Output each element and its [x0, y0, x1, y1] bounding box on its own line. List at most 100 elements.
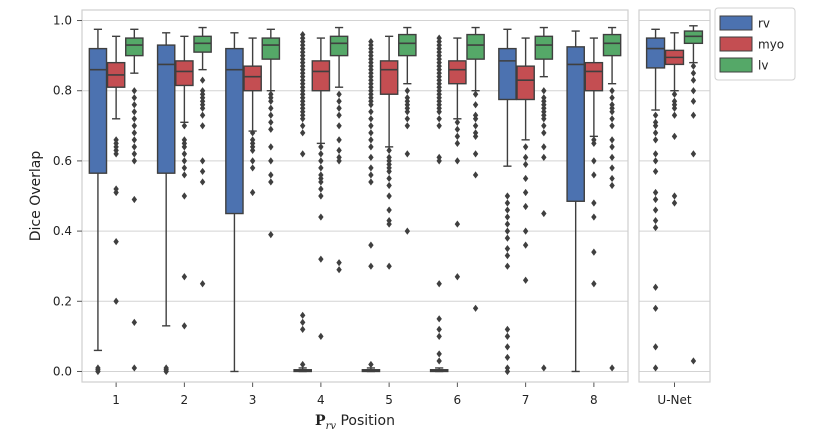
flier-lv	[199, 178, 206, 186]
category-group-2: 2	[156, 26, 212, 407]
flier-lv	[199, 76, 206, 84]
flier-lv	[131, 157, 138, 165]
flier-lv	[472, 132, 479, 140]
box-rv	[566, 46, 585, 202]
flier-myo	[181, 273, 188, 281]
flier-lv	[268, 157, 274, 165]
flier-rv	[504, 213, 511, 221]
flier-rv	[368, 143, 374, 151]
flier-rv	[436, 157, 442, 165]
flier-lv	[541, 87, 547, 95]
flier-lv	[131, 129, 138, 137]
flier-rv	[95, 364, 101, 372]
flier-myo	[181, 322, 188, 330]
panel-frame	[81, 9, 629, 383]
flier-rv	[436, 350, 442, 358]
flier-myo	[522, 153, 529, 161]
flier-myo	[671, 90, 678, 98]
flier-rv	[368, 101, 374, 109]
flier-lv	[336, 266, 342, 274]
flier-rv	[299, 325, 306, 333]
flier-lv	[336, 146, 342, 154]
flier-lv	[609, 181, 615, 190]
flier-myo	[386, 174, 392, 183]
flier-lv	[609, 115, 615, 123]
flier-rv	[652, 195, 659, 204]
flier-lv	[609, 136, 615, 144]
flier-lv	[199, 157, 206, 165]
flier-lv	[609, 364, 615, 372]
flier-lv	[268, 171, 274, 179]
flier-myo	[249, 146, 256, 154]
flier-rv	[299, 150, 306, 158]
flier-lv	[690, 69, 697, 77]
flier-lv	[336, 157, 342, 165]
flier-lv	[404, 122, 411, 130]
flier-lv	[690, 150, 697, 158]
box-myo	[584, 61, 604, 92]
y-axis-label: Dice Overlap	[28, 151, 44, 242]
flier-myo	[113, 297, 119, 305]
category-group-U-Net: U-Net	[645, 25, 704, 407]
flier-myo	[522, 202, 529, 211]
flier-lv	[541, 364, 547, 372]
y-tick-label: 0.4	[53, 224, 72, 238]
x-axis-label-subscript: rv	[326, 421, 337, 432]
flier-lv	[268, 143, 274, 151]
flier-rv	[368, 241, 374, 249]
flier-rv	[368, 178, 374, 186]
flier-lv	[541, 129, 547, 137]
flier-myo	[318, 213, 324, 221]
legend: rv myo lv	[714, 7, 796, 81]
flier-lv	[336, 97, 342, 105]
category-group-6: 6	[429, 26, 485, 407]
flier-rv	[368, 360, 374, 369]
flier-lv	[404, 150, 411, 158]
flier-lv	[336, 104, 342, 112]
flier-lv	[131, 101, 138, 109]
flier-rv	[652, 167, 659, 176]
flier-lv	[131, 195, 138, 204]
box-lv	[261, 37, 281, 60]
box-lv	[398, 33, 417, 57]
flier-myo	[181, 192, 188, 200]
y-axis: 0.0 0.2 0.4 0.6 0.8 1.0 Dice Overlap	[28, 14, 82, 378]
flier-myo	[318, 332, 324, 340]
flier-rv	[504, 245, 511, 253]
flier-rv	[504, 220, 511, 228]
flier-lv	[472, 122, 479, 130]
flier-lv	[131, 364, 138, 372]
flier-lv	[404, 87, 411, 95]
flier-myo	[113, 150, 119, 158]
flier-myo	[249, 188, 256, 197]
flier-rv	[652, 136, 659, 144]
flier-myo	[113, 188, 119, 197]
x-axis-label-symbol: P	[315, 413, 326, 429]
flier-rv	[368, 115, 374, 123]
flier-rv	[652, 150, 659, 158]
flier-myo	[386, 146, 392, 154]
flier-rv	[504, 199, 511, 207]
y-tick-label: 1.0	[53, 14, 72, 28]
flier-myo	[522, 143, 529, 151]
x-tick-label: 7	[522, 393, 530, 407]
flier-myo	[386, 167, 392, 176]
category-group-5: 5	[361, 26, 417, 407]
flier-rv	[368, 171, 374, 179]
flier-myo	[181, 143, 188, 151]
flier-myo	[181, 157, 188, 165]
flier-lv	[268, 97, 274, 105]
flier-myo	[522, 174, 529, 183]
flier-lv	[199, 104, 206, 112]
y-tick-label: 0.2	[53, 294, 72, 308]
x-tick-label: 5	[385, 393, 393, 407]
flier-rv	[436, 280, 442, 288]
flier-rv	[436, 108, 442, 116]
flier-myo	[454, 157, 461, 165]
box-lv	[329, 35, 349, 57]
flier-rv	[299, 122, 306, 130]
flier-lv	[336, 259, 342, 267]
flier-myo	[318, 143, 324, 151]
flier-rv	[504, 206, 511, 214]
